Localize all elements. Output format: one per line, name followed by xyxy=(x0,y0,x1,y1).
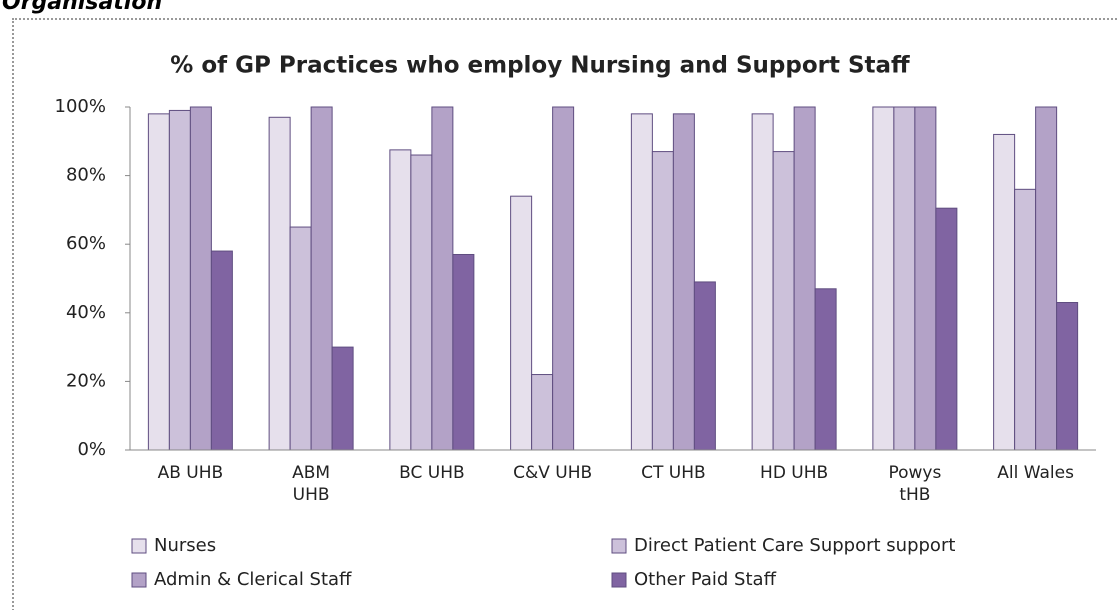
x-tick-label: C&V UHB xyxy=(513,463,593,483)
bar xyxy=(1035,106,1058,451)
bar xyxy=(310,106,333,451)
bar xyxy=(814,288,837,451)
bar xyxy=(168,109,191,451)
bar xyxy=(872,106,895,451)
bar xyxy=(935,207,958,451)
bar xyxy=(452,253,475,451)
legend-label: Other Paid Staff xyxy=(634,569,777,590)
bar xyxy=(1014,188,1037,451)
legend-label: Nurses xyxy=(154,535,216,556)
bar xyxy=(1056,302,1079,451)
bar xyxy=(410,154,433,451)
bar xyxy=(289,226,312,451)
bar xyxy=(993,133,1016,451)
y-tick-label: 100% xyxy=(55,96,106,117)
bar xyxy=(693,281,716,451)
legend-label: Direct Patient Care Support support xyxy=(634,535,955,556)
bar xyxy=(331,346,354,451)
y-tick-label: 0% xyxy=(77,439,106,460)
bar xyxy=(772,151,795,451)
bar xyxy=(531,374,554,451)
bar xyxy=(189,106,212,451)
bar xyxy=(651,151,674,451)
bar xyxy=(793,106,816,451)
x-tick-label: AB UHB xyxy=(157,463,224,483)
x-tick-label: CT UHB xyxy=(641,463,706,483)
y-tick-label: 40% xyxy=(66,302,106,323)
bar xyxy=(914,106,937,451)
bar xyxy=(552,106,575,451)
x-tick-label: BC UHB xyxy=(399,463,465,483)
bar xyxy=(210,250,233,451)
x-tick-label: All Wales xyxy=(997,463,1074,483)
y-tick-label: 80% xyxy=(66,165,106,186)
legend-swatch xyxy=(611,572,627,588)
y-tick-label: 20% xyxy=(66,370,106,391)
chart-frame xyxy=(12,18,1119,610)
x-tick-label: ABM UHB xyxy=(292,463,331,505)
legend-swatch xyxy=(131,572,147,588)
heading: Organisation xyxy=(2,0,163,15)
bar xyxy=(893,106,916,451)
bar xyxy=(510,195,533,451)
bar xyxy=(672,113,695,451)
legend-swatch xyxy=(131,538,147,554)
bar xyxy=(751,113,774,451)
x-tick-label: Powys tHB xyxy=(888,463,942,505)
bar xyxy=(268,116,291,451)
bar xyxy=(630,113,653,451)
x-tick-label: HD UHB xyxy=(760,463,829,483)
y-tick-label: 60% xyxy=(66,233,106,254)
bar xyxy=(431,106,454,451)
legend-label: Admin & Clerical Staff xyxy=(154,569,352,590)
bar xyxy=(389,149,412,451)
legend-swatch xyxy=(611,538,627,554)
chart-title: % of GP Practices who employ Nursing and… xyxy=(170,53,910,79)
bar xyxy=(147,113,170,451)
